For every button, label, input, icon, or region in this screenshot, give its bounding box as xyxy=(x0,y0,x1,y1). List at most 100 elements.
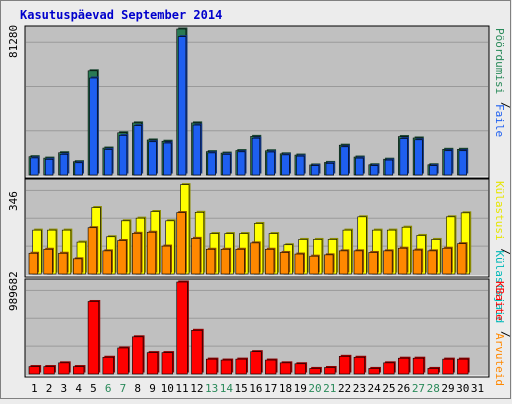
x-tick-label: 13 xyxy=(205,382,218,395)
chart-title: Kasutuspäevad September 2014 xyxy=(20,8,222,22)
bar xyxy=(281,154,290,176)
legend-separator: / xyxy=(499,102,512,109)
x-tick-label: 21 xyxy=(323,382,336,395)
bar xyxy=(176,281,188,375)
x-tick-label: 2 xyxy=(46,382,53,395)
legend-item: Pöördumisi xyxy=(493,28,506,94)
bar xyxy=(222,154,231,176)
bar xyxy=(102,250,112,275)
x-tick-label: 20 xyxy=(308,382,321,395)
bar xyxy=(429,165,438,176)
panel-visits: 346 Külastusi/Külastajaid/Arvuteid xyxy=(7,178,512,386)
bar xyxy=(266,151,275,176)
panel-kbytes: 989682 KBaite xyxy=(7,271,506,378)
bar xyxy=(133,125,142,176)
bar xyxy=(296,155,305,176)
bar xyxy=(161,352,173,375)
bar xyxy=(44,159,54,176)
x-tick-label: 28 xyxy=(427,382,440,395)
bar xyxy=(458,150,467,176)
bar xyxy=(87,301,100,375)
bar xyxy=(353,250,363,275)
legend-item: Faile xyxy=(493,104,506,137)
x-tick-label: 6 xyxy=(105,382,112,395)
series-kbytes-1 xyxy=(28,280,470,375)
x-tick-label: 14 xyxy=(220,382,234,395)
x-tick-label: 22 xyxy=(338,382,351,395)
bar xyxy=(220,248,230,275)
bar xyxy=(384,159,394,176)
bar xyxy=(265,248,275,275)
bar xyxy=(176,212,186,275)
bar xyxy=(191,238,201,275)
legend-item: Külastajaid xyxy=(493,250,506,323)
bar xyxy=(235,358,247,375)
series-hits-2 xyxy=(30,35,469,176)
bar xyxy=(104,149,113,176)
x-tick-label: 26 xyxy=(397,382,410,395)
bar xyxy=(355,157,364,176)
legend-item: Külastusi xyxy=(493,181,506,241)
panel-hits: 81280 Pöördumisi /Faile xyxy=(7,25,512,179)
bar xyxy=(338,356,351,375)
x-tick-label: 8 xyxy=(134,382,141,395)
bar xyxy=(427,250,437,275)
bar xyxy=(220,359,233,375)
x-tick-label: 27 xyxy=(412,382,425,395)
x-tick-label: 5 xyxy=(90,382,97,395)
x-tick-label: 10 xyxy=(161,382,174,395)
bar xyxy=(73,258,83,275)
bar xyxy=(412,249,422,275)
series-visits-2 xyxy=(28,211,468,275)
bar xyxy=(59,154,69,176)
bar xyxy=(250,242,260,275)
bar xyxy=(250,351,262,375)
bar xyxy=(28,252,38,275)
bar xyxy=(117,347,129,375)
bar xyxy=(163,142,172,176)
bar xyxy=(398,357,410,375)
x-tick-label: 29 xyxy=(441,382,454,395)
bar xyxy=(89,77,98,176)
bar xyxy=(28,366,40,375)
bar xyxy=(324,254,334,275)
bar xyxy=(442,358,454,375)
bar xyxy=(309,368,321,375)
bar xyxy=(324,367,336,375)
legend-separator: / xyxy=(499,331,512,338)
legend-visits: Külastusi/Külastajaid/Arvuteid xyxy=(493,181,512,386)
bar xyxy=(368,252,378,275)
max-value-label: 989682 xyxy=(7,271,20,311)
max-value-label: 346 xyxy=(7,191,20,211)
bar xyxy=(191,330,203,375)
bar xyxy=(279,252,290,275)
bar xyxy=(368,368,380,375)
bar xyxy=(383,362,395,375)
x-axis-labels: 1 2 3 4 5 6 7 8 9 10 11 12 13 14 15 16 17 18 19 20 21 22 23 24 2… xyxy=(31,382,484,395)
bar xyxy=(161,245,171,275)
bar xyxy=(237,151,246,176)
x-tick-label: 12 xyxy=(190,382,203,395)
x-tick-label: 11 xyxy=(175,382,188,395)
x-tick-label: 16 xyxy=(249,382,262,395)
bar xyxy=(427,368,439,375)
x-tick-label: 25 xyxy=(382,382,395,395)
bar xyxy=(205,248,216,275)
x-tick-label: 4 xyxy=(75,382,82,395)
bar xyxy=(192,124,201,176)
x-tick-label: 31 xyxy=(471,382,484,395)
bar xyxy=(177,36,187,176)
bar xyxy=(442,247,452,275)
bar xyxy=(294,253,304,275)
bar xyxy=(338,250,349,275)
bar xyxy=(146,352,159,375)
legend-kbytes: KBaite xyxy=(493,281,506,321)
bar xyxy=(205,358,218,375)
bar xyxy=(30,157,39,176)
legend-item: KBaite xyxy=(493,281,506,321)
bar xyxy=(414,139,423,176)
bar xyxy=(251,137,261,176)
x-tick-label: 23 xyxy=(353,382,366,395)
